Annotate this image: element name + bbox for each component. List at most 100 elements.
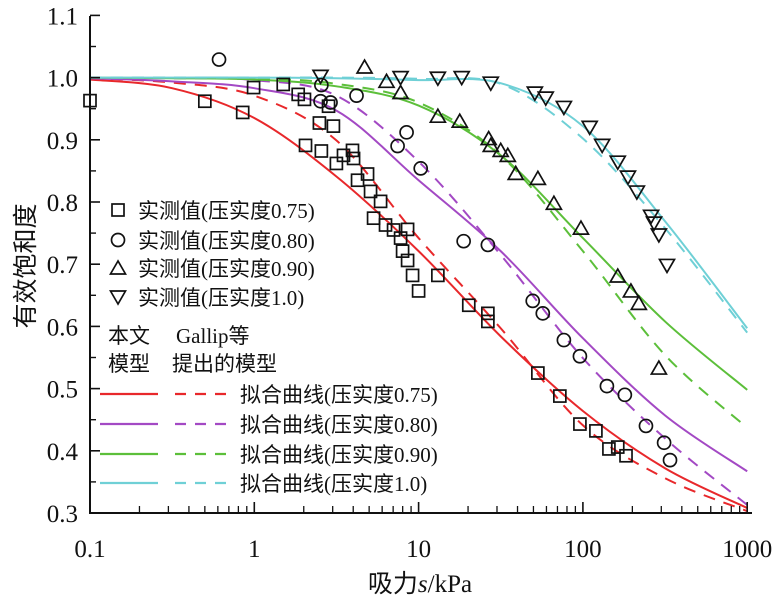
data-point-square — [360, 167, 375, 181]
legend: 本文 模型 Gallip等 提出的模型 实测值(压实度0.75) 实测值(压实度0… — [100, 199, 438, 496]
data-point-square — [346, 151, 361, 166]
data-point-triangle-up — [428, 107, 447, 124]
data-point-triangle-down — [481, 76, 500, 92]
data-point-triangle-down — [428, 71, 447, 87]
data-point-triangle-down — [649, 228, 668, 244]
data-point-triangle-down — [608, 155, 627, 171]
data-point-square — [298, 138, 313, 153]
y-tick-label: 0.7 — [47, 252, 78, 279]
legend-header-col1-line1: 本文 — [108, 324, 150, 348]
data-point-triangle-down — [554, 100, 573, 117]
x-tick-label: 0.1 — [74, 536, 105, 563]
data-point-square — [246, 80, 261, 95]
legend-label: 拟合曲线(压实度1.0) — [240, 472, 427, 496]
data-point-square — [373, 194, 388, 209]
data-point-triangle-down — [536, 91, 555, 107]
y-tick-label: 0.4 — [47, 439, 79, 466]
data-point-circle — [656, 435, 672, 451]
y-tick-label: 1.1 — [47, 3, 78, 30]
data-point-triangle-down — [311, 69, 330, 86]
data-point-triangle-up — [391, 83, 410, 100]
data-point-triangle-up — [491, 141, 510, 158]
data-point-square — [366, 211, 381, 226]
x-tick-label: 10 — [406, 536, 431, 563]
data-point-square — [326, 119, 341, 133]
data-point-triangle-up — [621, 282, 640, 298]
legend-marker-triangle-down — [109, 290, 127, 306]
data-point-circle — [525, 293, 541, 309]
legend-label: 拟合曲线(压实度0.90) — [240, 443, 438, 467]
x-tick-label: 1 — [248, 536, 261, 563]
data-point-square — [329, 156, 344, 171]
y-tick-label: 1.0 — [47, 66, 78, 93]
data-point-triangle-down — [658, 258, 676, 275]
data-point-square — [297, 92, 312, 107]
data-point-circle — [599, 378, 615, 394]
data-point-circle — [399, 124, 414, 140]
y-axis-label: 有效饱和度 — [12, 203, 40, 328]
data-point-triangle-down — [645, 216, 664, 232]
data-point-circle — [456, 233, 471, 249]
legend-header-col1-line2: 模型 — [108, 352, 150, 376]
data-point-triangle-down — [618, 170, 637, 186]
data-point-circle — [480, 237, 496, 253]
data-point-circle — [211, 52, 227, 67]
data-point-square — [345, 143, 360, 158]
x-tick-label: 1000 — [722, 536, 772, 563]
data-point-square — [197, 94, 212, 109]
data-point-triangle-up — [649, 359, 668, 375]
data-point-square — [481, 306, 495, 321]
data-point-square — [276, 77, 291, 92]
data-point-triangle-down — [452, 70, 471, 87]
fitted-curve-model-solid — [89, 78, 748, 509]
data-point-triangle-down — [593, 138, 612, 155]
data-point-square — [386, 223, 401, 237]
data-point-square — [336, 148, 351, 163]
fitted-curve-model-solid — [89, 76, 748, 329]
data-point-square — [461, 298, 476, 313]
data-point-square — [363, 184, 378, 199]
legend-label: 拟合曲线(压实度0.75) — [240, 383, 438, 407]
legend-marker-square — [111, 203, 125, 217]
x-tick-label: 100 — [564, 536, 602, 563]
legend-label: 实测值(压实度0.80) — [138, 229, 315, 253]
data-point-square — [321, 99, 336, 114]
data-point-circle — [572, 348, 588, 364]
data-point-triangle-up — [498, 146, 517, 163]
data-point-circle — [556, 332, 572, 348]
x-axis-label-prefix: 吸力 — [368, 570, 418, 598]
data-point-circle — [617, 387, 633, 403]
data-point-square — [531, 366, 545, 380]
legend-marker-circle — [110, 232, 126, 248]
data-point-triangle-up — [608, 267, 627, 283]
measured-points — [83, 52, 678, 468]
data-point-square — [393, 231, 408, 245]
legend-label: 实测值(压实度0.75) — [138, 199, 315, 223]
legend-header-col2-line1: Gallip等 — [176, 324, 250, 348]
x-axis-label: 吸力s/kPa — [368, 570, 472, 598]
legend-label: 拟合曲线(压实度0.80) — [240, 413, 438, 437]
y-tick-label: 0.6 — [47, 314, 78, 341]
data-point-square — [400, 253, 415, 268]
data-point-square — [431, 268, 445, 283]
data-point-square — [610, 440, 625, 454]
data-point-triangle-up — [377, 72, 396, 89]
data-point-triangle-up — [450, 112, 469, 128]
data-point-circle — [535, 305, 551, 321]
y-tick-label: 0.5 — [47, 377, 78, 404]
data-point-triangle-up — [506, 164, 525, 181]
data-point-square — [395, 244, 410, 258]
data-point-square — [602, 442, 616, 456]
data-point-triangle-down — [391, 70, 410, 87]
legend-label: 实测值(压实度0.90) — [138, 257, 315, 281]
data-point-triangle-up — [479, 129, 498, 146]
x-axis-label-unit: /kPa — [428, 571, 472, 598]
data-point-triangle-up — [355, 58, 374, 74]
data-point-circle — [662, 452, 678, 468]
data-point-circle — [390, 138, 405, 154]
data-point-square — [235, 105, 250, 120]
data-point-square — [573, 417, 587, 431]
data-point-triangle-down — [627, 185, 646, 201]
data-point-triangle-up — [481, 136, 500, 153]
